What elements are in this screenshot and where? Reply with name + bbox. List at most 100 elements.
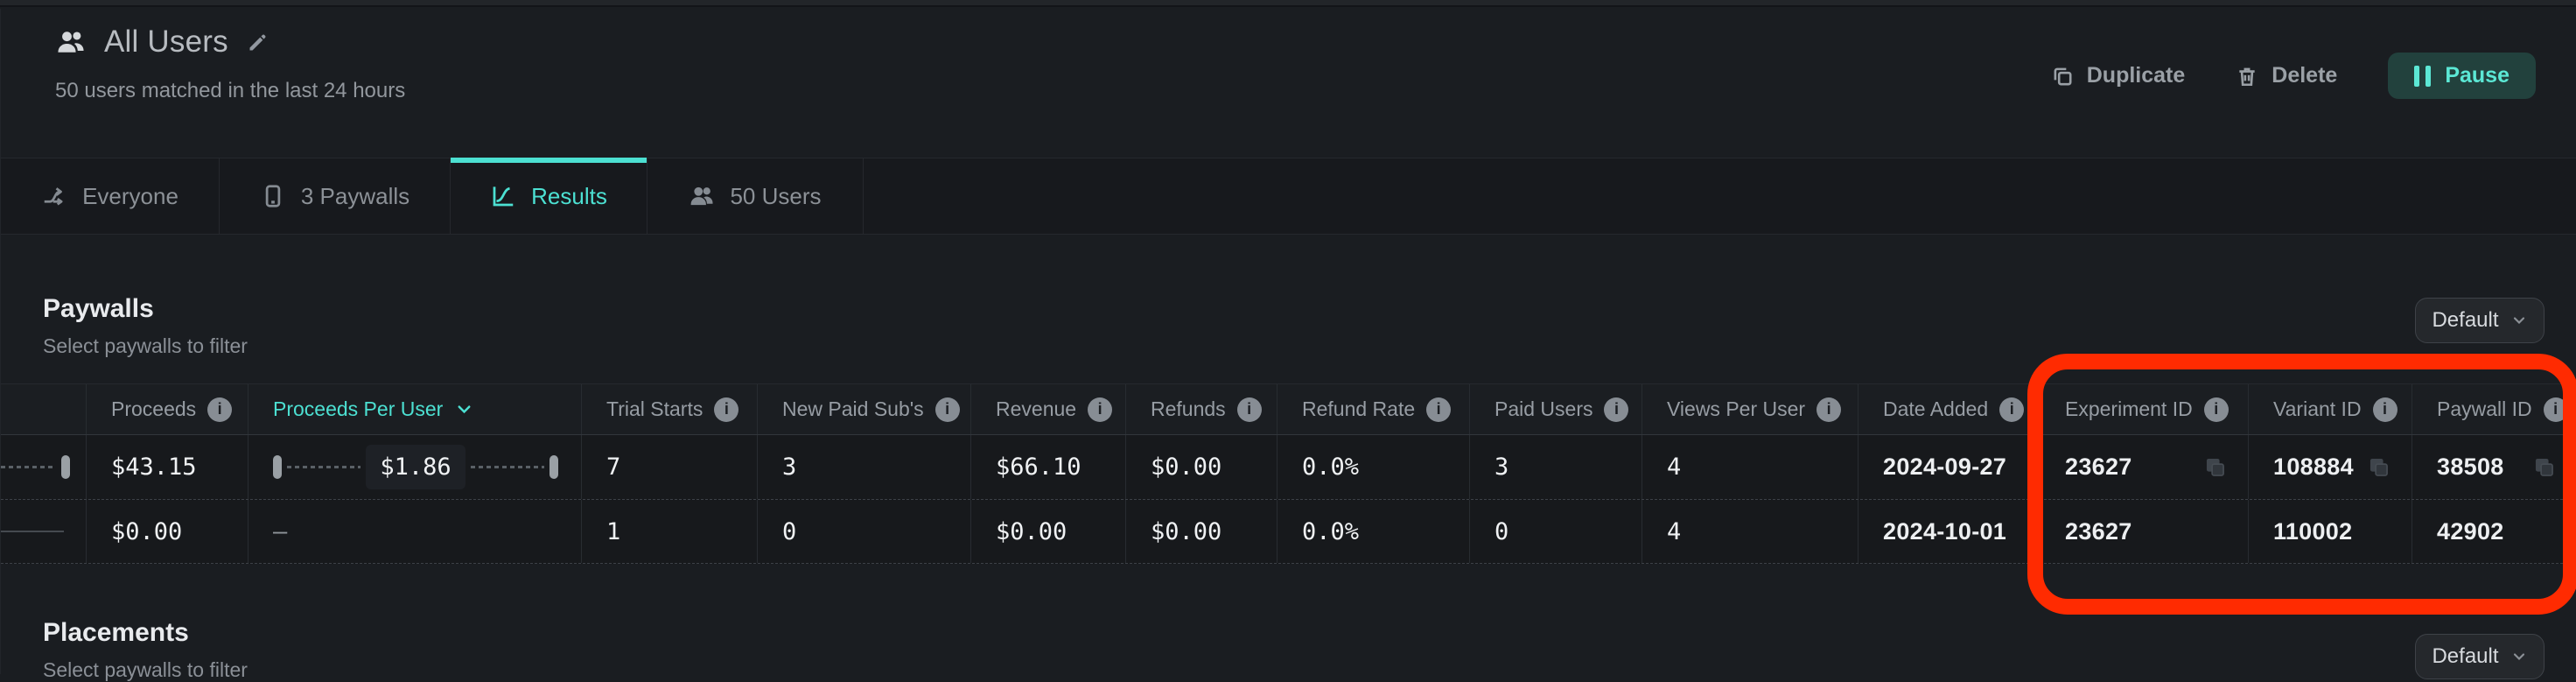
slider-handle-min[interactable]: [273, 455, 282, 479]
page-title: All Users: [104, 25, 228, 59]
split-arrows-icon: [41, 183, 67, 209]
column-header-blank: [1, 384, 86, 434]
info-icon[interactable]: i: [2543, 397, 2568, 422]
info-icon[interactable]: i: [2372, 397, 2398, 422]
column-header-trial-starts[interactable]: Trial Starts i: [581, 384, 757, 434]
matched-users-subtitle: 50 users matched in the last 24 hours: [55, 79, 406, 102]
metric-value: 4: [1642, 435, 1858, 499]
column-label: New Paid Sub's: [782, 397, 924, 420]
placements-filter-dropdown[interactable]: Default: [2415, 634, 2544, 679]
results-table: Proceeds i Proceeds Per User Trial Starts i N…: [1, 383, 2576, 564]
info-icon[interactable]: i: [934, 397, 960, 422]
metric-value: 0: [757, 500, 970, 563]
copy-icon[interactable]: [2532, 455, 2556, 479]
trash-icon: [2236, 65, 2258, 88]
column-label: Paywall ID: [2437, 397, 2532, 420]
column-label: Views Per User: [1667, 397, 1806, 420]
info-icon[interactable]: i: [1999, 397, 2025, 422]
info-icon[interactable]: i: [1426, 397, 1452, 422]
info-icon[interactable]: i: [2203, 397, 2229, 422]
column-header-date-added[interactable]: Date Added i: [1858, 384, 2040, 434]
copy-icon[interactable]: [2203, 455, 2227, 479]
id-value: 108884: [2248, 435, 2412, 499]
info-icon[interactable]: i: [1816, 397, 1842, 422]
id-value: 23627: [2040, 435, 2248, 499]
column-label: Proceeds Per User: [273, 397, 444, 420]
id-text: 42902: [2437, 517, 2504, 545]
column-label: Experiment ID: [2065, 397, 2193, 420]
chevron-down-icon: [458, 405, 471, 414]
column-label: Trial Starts: [606, 397, 704, 420]
users-icon: [689, 183, 715, 209]
tab-results[interactable]: Results: [451, 158, 648, 234]
column-header-proceeds[interactable]: Proceeds i: [86, 384, 248, 434]
metric-value: $0.00: [1125, 435, 1277, 499]
filter-slider-fragment: [1, 435, 86, 499]
table-bottom-border: [1, 563, 2576, 564]
metric-value: $0.00: [86, 500, 248, 563]
pause-icon: [2414, 65, 2432, 87]
chevron-down-icon: [2513, 653, 2524, 661]
tab-users-label: 50 Users: [730, 182, 822, 209]
page-header: All Users: [55, 25, 270, 60]
column-header-new-paid-sub-s[interactable]: New Paid Sub's i: [757, 384, 970, 434]
column-header-experiment-id[interactable]: Experiment ID i: [2040, 384, 2248, 434]
delete-button[interactable]: Delete: [2236, 63, 2337, 88]
delete-label: Delete: [2272, 63, 2338, 88]
proceeds-per-user-range-slider: $1.86: [248, 435, 581, 499]
duplicate-button[interactable]: Duplicate: [2051, 63, 2185, 88]
column-header-proceeds-per-user[interactable]: Proceeds Per User: [248, 384, 581, 434]
window-top-edge: [0, 0, 2576, 7]
table-row: $0.00–1 0 $0.00 $0.00 0.0% 0 4 2024-10-01 23627 1…: [1, 499, 2576, 563]
metric-value: 0: [1469, 500, 1642, 563]
column-label: Proceeds: [111, 397, 197, 420]
metric-value: 7: [581, 435, 757, 499]
metric-value: 0.0%: [1277, 435, 1469, 499]
tab-paywalls[interactable]: 3 Paywalls: [220, 158, 451, 234]
info-icon[interactable]: i: [1604, 397, 1629, 422]
info-icon[interactable]: i: [207, 397, 233, 422]
metric-value: 1: [581, 500, 757, 563]
metric-value: 0.0%: [1277, 500, 1469, 563]
column-label: Paid Users: [1494, 397, 1593, 420]
slider-handle[interactable]: [61, 455, 70, 479]
metric-value: $66.10: [970, 435, 1125, 499]
column-header-variant-id[interactable]: Variant ID i: [2248, 384, 2412, 434]
id-text: 23627: [2065, 517, 2132, 545]
date-value: 2024-10-01: [1858, 500, 2040, 563]
filter-slider-fragment: [1, 500, 86, 563]
tab-users[interactable]: 50 Users: [648, 158, 864, 234]
column-header-views-per-user[interactable]: Views Per User i: [1642, 384, 1858, 434]
slider-handle-max[interactable]: [550, 455, 558, 479]
slider-track: [1, 531, 64, 532]
table-body: $43.15 $1.86 7 3 $66.10 $0.00 0.0% 3 4 2024-09-27…: [1, 435, 2576, 563]
id-value: 42902: [2412, 500, 2576, 563]
tab-everyone-label: Everyone: [82, 182, 178, 209]
slider-track: [287, 466, 361, 468]
column-header-paywall-id[interactable]: Paywall ID i: [2412, 384, 2576, 434]
column-header-refund-rate[interactable]: Refund Rate i: [1277, 384, 1469, 434]
column-label: Refund Rate: [1302, 397, 1416, 420]
metric-value: $43.15: [86, 435, 248, 499]
placements-filter-label: Default: [2432, 644, 2499, 668]
copy-icon[interactable]: [2367, 455, 2390, 479]
column-header-paid-users[interactable]: Paid Users i: [1469, 384, 1642, 434]
info-icon[interactable]: i: [1236, 397, 1262, 422]
pause-button[interactable]: Pause: [2388, 53, 2536, 99]
metric-value: 3: [757, 435, 970, 499]
users-icon: [55, 26, 87, 58]
tab-everyone[interactable]: Everyone: [1, 158, 220, 234]
id-text: 23627: [2065, 453, 2132, 480]
id-value: 110002: [2248, 500, 2412, 563]
table-header-row: Proceeds i Proceeds Per User Trial Starts i N…: [1, 383, 2576, 435]
id-text: 38508: [2437, 453, 2504, 480]
paywalls-filter-dropdown[interactable]: Default: [2415, 298, 2544, 343]
edit-pencil-icon[interactable]: [246, 31, 270, 54]
info-icon[interactable]: i: [1088, 397, 1113, 422]
id-text: 110002: [2273, 517, 2353, 545]
tab-bar: Everyone 3 Paywalls Results 50 Users: [1, 158, 2576, 235]
paywalls-section-subtitle: Select paywalls to filter: [43, 334, 248, 357]
column-header-refunds[interactable]: Refunds i: [1125, 384, 1277, 434]
info-icon[interactable]: i: [714, 397, 739, 422]
column-header-revenue[interactable]: Revenue i: [970, 384, 1125, 434]
